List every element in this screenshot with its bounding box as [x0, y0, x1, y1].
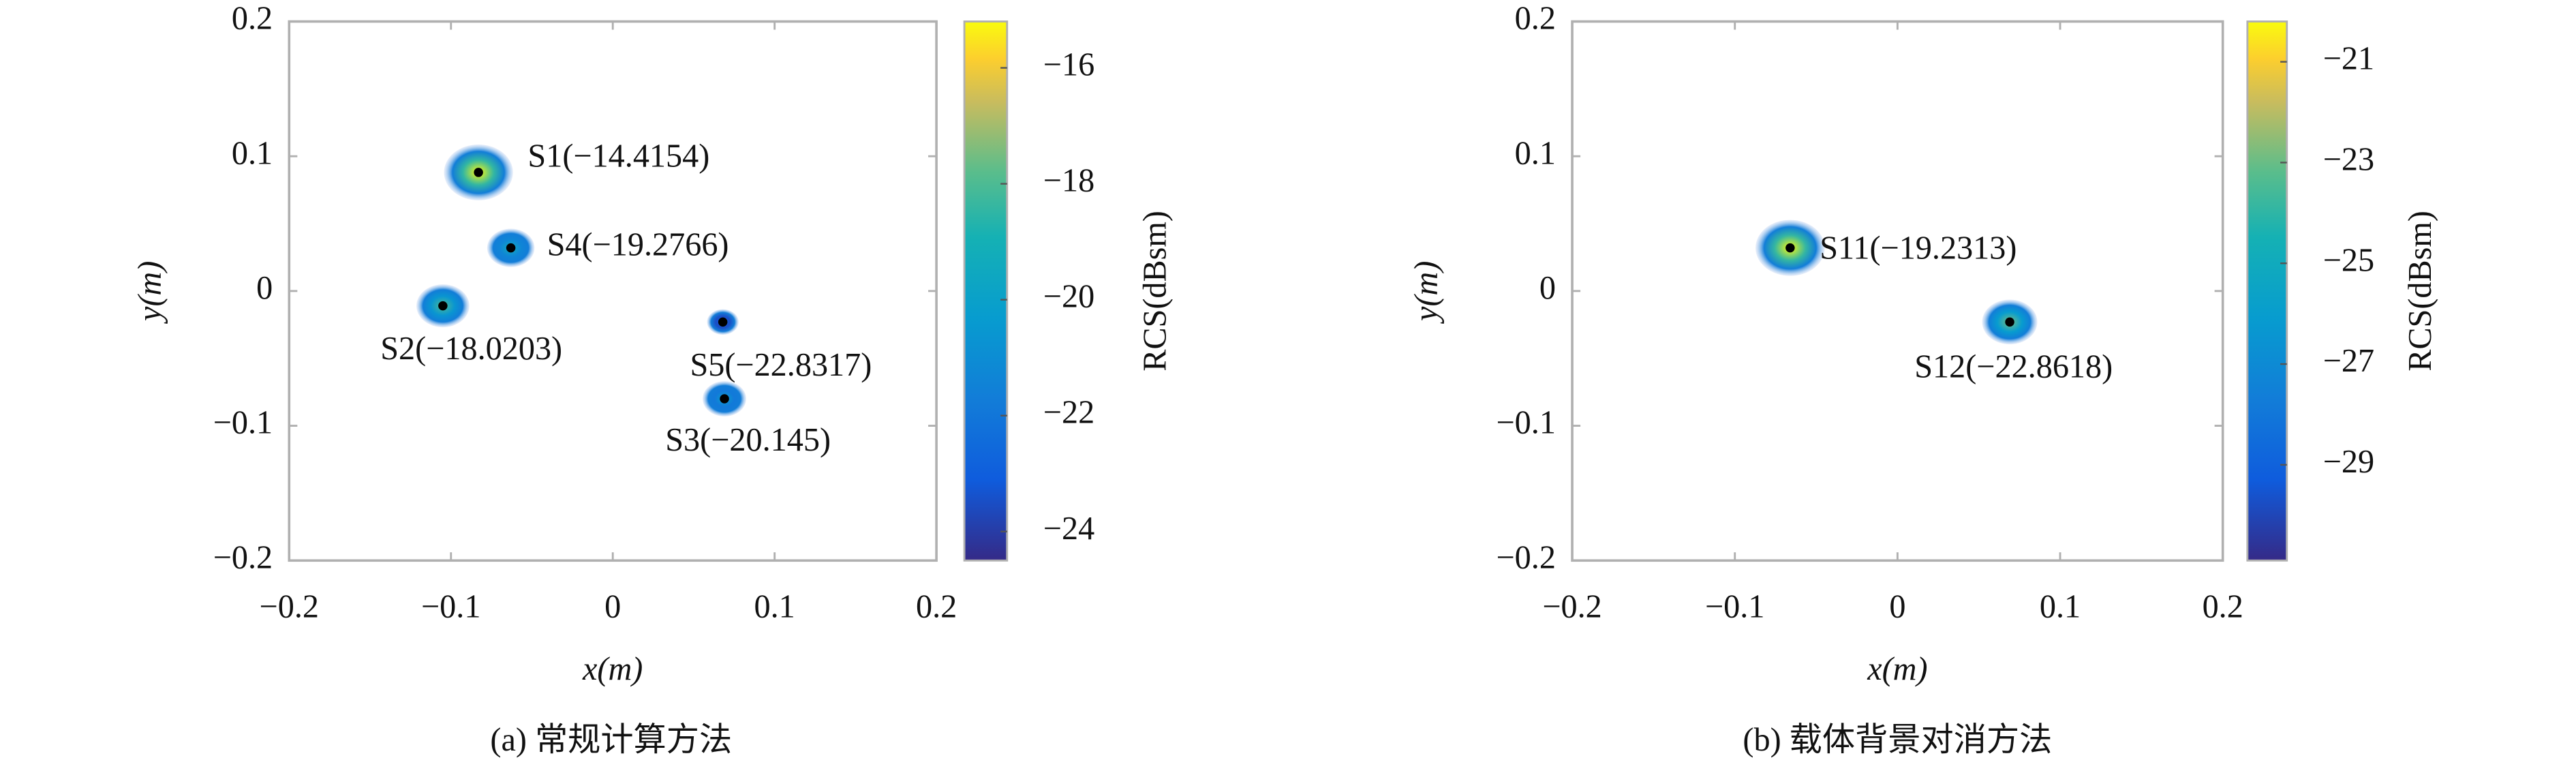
- y-tick-label: 0.2: [232, 1, 273, 37]
- caption: (b) 载体背景对消方法: [1743, 722, 2052, 758]
- point-label: S4(−19.2766): [547, 227, 729, 263]
- point: [506, 243, 516, 253]
- colorbar-tick-label: −29: [2323, 444, 2374, 480]
- colorbar-tick-label: −18: [1043, 163, 1094, 199]
- point-label: S1(−14.4154): [527, 138, 709, 175]
- colorbar-label: RCS(dBsm): [1137, 211, 1174, 372]
- x-tick-label: 0.1: [754, 589, 795, 625]
- x-axis-label: x(m): [582, 651, 643, 687]
- point-label: S11(−19.2313): [1820, 230, 2017, 267]
- y-tick-label: −0.1: [213, 405, 273, 441]
- colorbar-tick-label: −16: [1043, 47, 1094, 83]
- point-label: S5(−22.8317): [690, 347, 872, 383]
- point-label: S2(−18.0203): [380, 331, 562, 367]
- point: [2005, 317, 2014, 327]
- colorbar-tick-label: −27: [2323, 343, 2374, 379]
- point-label: S12(−22.8618): [1914, 348, 2113, 384]
- plot-area: [288, 20, 938, 562]
- colorbar-tick-label: −20: [1043, 279, 1094, 315]
- x-tick-label: −0.2: [260, 589, 319, 625]
- chart: −0.2 −0.1 0 0.1 0.2 −0.2 −0.1 0 0.1 0.2 x(m) y(m) (b…: [1408, 1, 2438, 758]
- y-tick-label: 0: [1539, 270, 1556, 306]
- x-tick-label: −0.1: [1705, 589, 1764, 625]
- x-tick-label: −0.2: [1542, 589, 1601, 625]
- colorbar-tick-label: −21: [2323, 41, 2374, 77]
- point: [438, 301, 448, 311]
- caption: (a) 常规计算方法: [490, 722, 732, 758]
- x-tick-label: 0.1: [2040, 589, 2081, 625]
- x-tick-label: 0.2: [916, 589, 957, 625]
- colorbar-tick-label: −22: [1043, 395, 1094, 431]
- y-tick-label: 0.1: [232, 135, 273, 171]
- y-tick-label: 0.2: [1515, 1, 1556, 37]
- y-tick-label: −0.1: [1496, 405, 1555, 441]
- colorbar: [963, 20, 1009, 562]
- y-axis-label: y(m): [1408, 261, 1444, 324]
- colorbar-tick-label: −24: [1043, 511, 1094, 547]
- y-tick-label: 0.1: [1515, 135, 1556, 171]
- point: [474, 168, 483, 177]
- plot-area: [1571, 20, 2224, 562]
- point: [1785, 243, 1795, 253]
- x-tick-label: −0.1: [421, 589, 480, 625]
- y-tick-label: −0.2: [213, 539, 273, 575]
- chart: −0.2 −0.1 0 0.1 0.2 −0.2 −0.1 0 0.1 0.2 x(m) y(m) (a…: [132, 1, 1173, 758]
- colorbar: [2246, 20, 2288, 562]
- colorbar-tick-label: −25: [2323, 242, 2374, 278]
- y-axis-label: y(m): [132, 261, 168, 324]
- y-tick-label: 0: [256, 270, 273, 306]
- point: [718, 317, 728, 327]
- point: [720, 394, 729, 404]
- colorbar-tick-label: −23: [2323, 142, 2374, 178]
- point-label: S3(−20.145): [665, 422, 831, 458]
- colorbar-label: RCS(dBsm): [2402, 211, 2438, 372]
- y-tick-label: −0.2: [1496, 539, 1555, 575]
- x-tick-label: 0: [1889, 589, 1905, 625]
- x-tick-label: 0.2: [2203, 589, 2243, 625]
- x-axis-label: x(m): [1867, 651, 1927, 687]
- x-tick-label: 0: [604, 589, 621, 625]
